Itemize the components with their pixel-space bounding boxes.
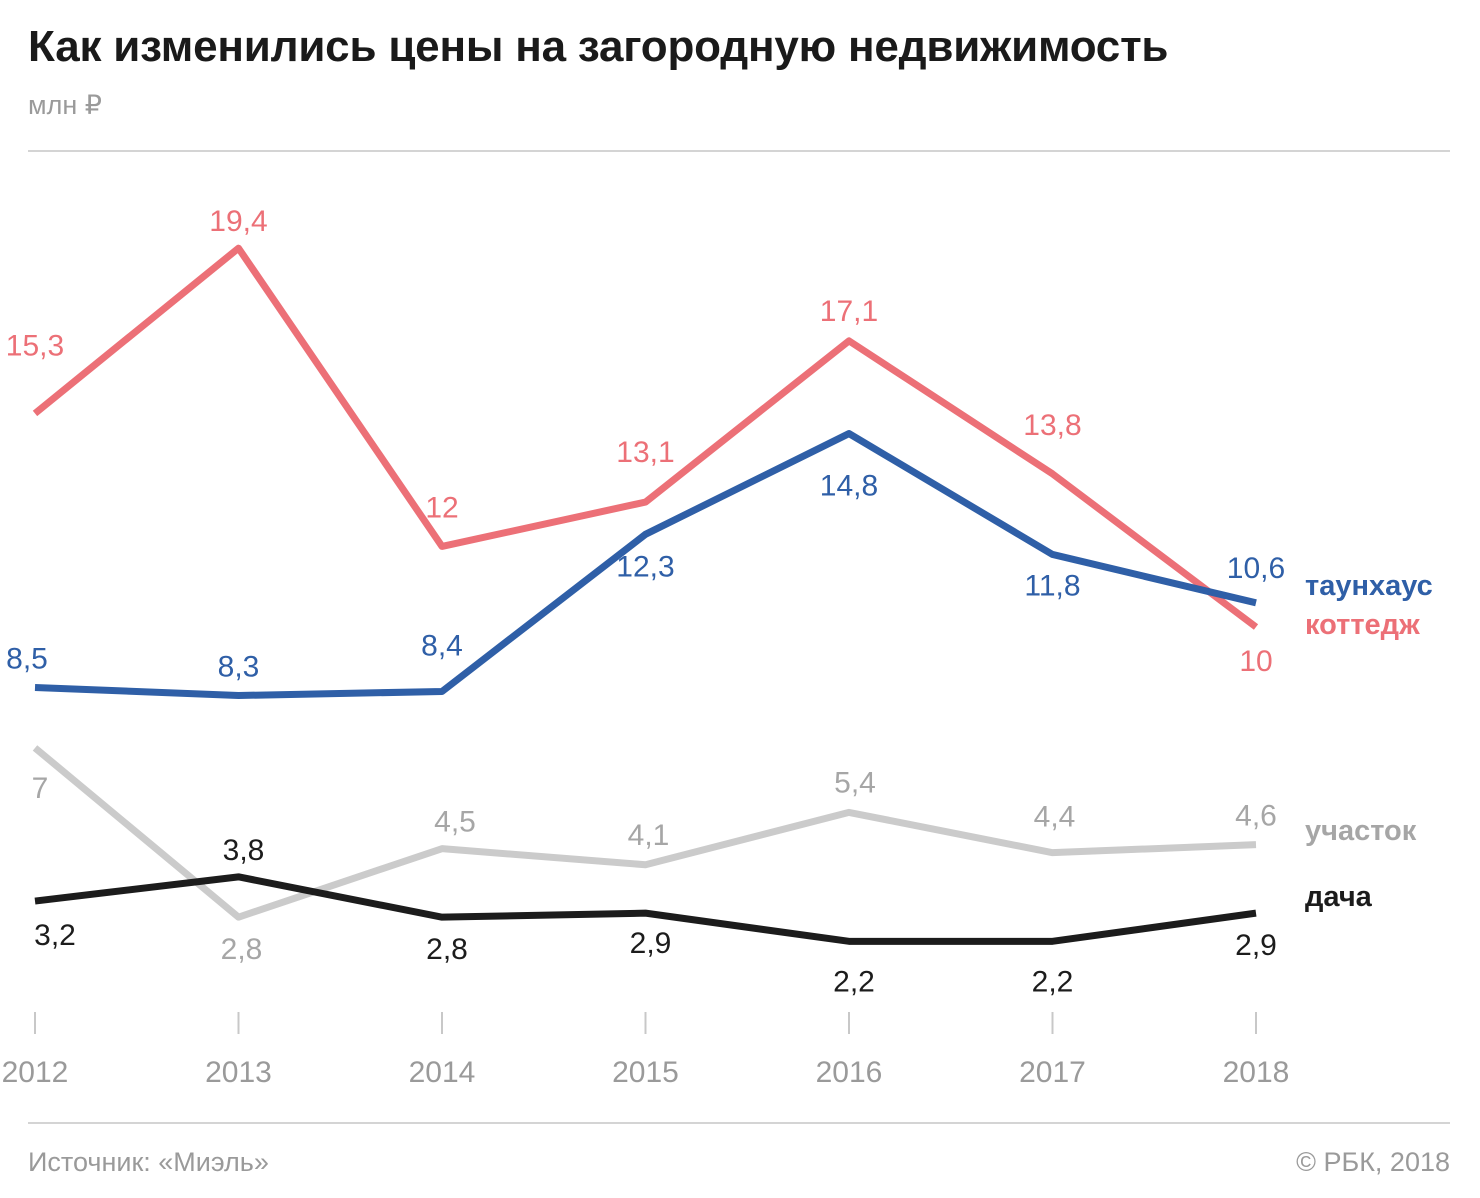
legend-entry: коттедж bbox=[1305, 609, 1420, 641]
series-line bbox=[32, 244, 1259, 630]
x-tick-label: 2014 bbox=[409, 1056, 476, 1089]
data-label: 10 bbox=[1239, 645, 1272, 678]
data-label: 4,1 bbox=[628, 819, 670, 852]
series-line bbox=[34, 873, 1257, 945]
x-tick-label: 2016 bbox=[816, 1056, 883, 1089]
data-label: 4,4 bbox=[1034, 801, 1076, 834]
data-label: 13,8 bbox=[1023, 409, 1081, 442]
data-label: 2,8 bbox=[221, 933, 263, 966]
top-divider bbox=[28, 150, 1450, 152]
series-line bbox=[34, 430, 1257, 700]
data-label: 13,1 bbox=[616, 436, 674, 469]
data-label: 8,3 bbox=[218, 651, 260, 684]
series-line bbox=[32, 745, 1257, 921]
data-label: 8,4 bbox=[421, 629, 463, 662]
data-label: 4,5 bbox=[434, 806, 476, 839]
data-label: 3,8 bbox=[223, 834, 265, 867]
data-label: 2,8 bbox=[426, 933, 468, 966]
data-label: 2,9 bbox=[1235, 929, 1277, 962]
chart-title: Как изменились цены на загородную недвиж… bbox=[28, 22, 1169, 71]
data-label: 5,4 bbox=[834, 766, 876, 799]
data-label: 15,3 bbox=[6, 329, 64, 362]
data-label: 2,2 bbox=[1032, 965, 1074, 998]
legend-entry: участок bbox=[1305, 815, 1417, 847]
data-label: 11,8 bbox=[1024, 569, 1080, 602]
bottom-divider bbox=[28, 1122, 1450, 1124]
x-tick-label: 2017 bbox=[1019, 1056, 1086, 1089]
copyright-note: © РБК, 2018 bbox=[1296, 1147, 1450, 1177]
source-note: Источник: «Миэль» bbox=[28, 1147, 269, 1177]
data-label: 8,5 bbox=[6, 642, 48, 675]
data-label: 12 bbox=[425, 491, 458, 524]
data-label: 17,1 bbox=[820, 295, 878, 328]
data-label: 2,2 bbox=[833, 965, 875, 998]
data-label: 4,6 bbox=[1235, 800, 1277, 833]
data-label: 14,8 bbox=[820, 470, 878, 503]
data-label: 3,2 bbox=[34, 919, 76, 952]
x-tick-label: 2018 bbox=[1223, 1056, 1290, 1089]
legend-entry: таунхаус bbox=[1305, 570, 1433, 602]
data-label: 7 bbox=[32, 772, 49, 805]
data-label: 10,6 bbox=[1227, 552, 1285, 585]
data-label: 12,3 bbox=[616, 550, 674, 583]
data-label: 19,4 bbox=[209, 205, 267, 238]
legend-entry: дача bbox=[1305, 881, 1373, 913]
x-tick-label: 2013 bbox=[205, 1056, 272, 1089]
unit-subtitle: млн ₽ bbox=[28, 90, 102, 120]
x-tick-label: 2015 bbox=[612, 1056, 679, 1089]
data-label: 2,9 bbox=[630, 927, 672, 960]
x-tick-label: 2012 bbox=[2, 1056, 69, 1089]
